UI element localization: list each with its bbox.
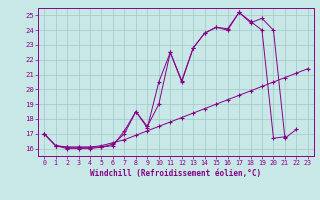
X-axis label: Windchill (Refroidissement éolien,°C): Windchill (Refroidissement éolien,°C) (91, 169, 261, 178)
